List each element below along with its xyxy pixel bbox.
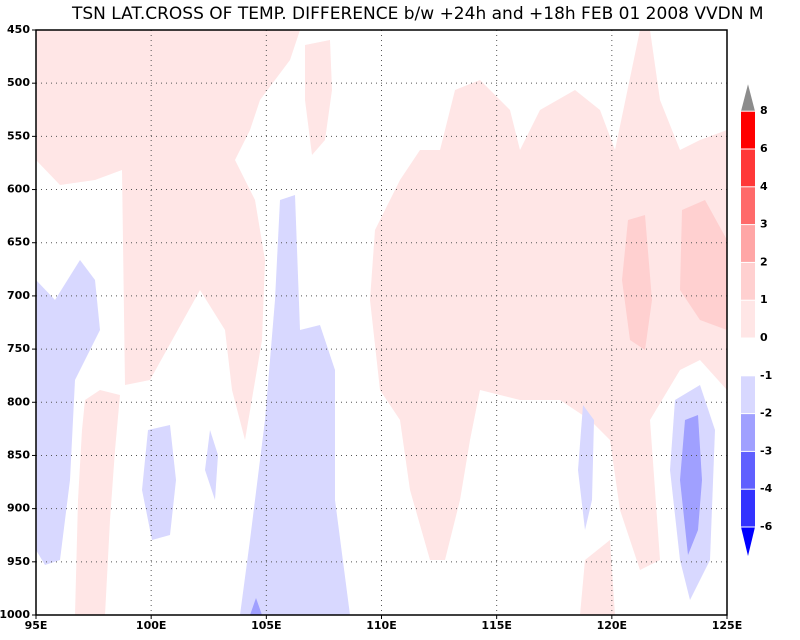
plot-frame — [35, 29, 728, 616]
shaded-region — [240, 195, 350, 615]
colorbar-segment — [741, 111, 755, 149]
colorbar-label: 8 — [760, 104, 768, 117]
shaded-region — [36, 30, 300, 440]
shaded-region — [142, 425, 176, 540]
y-tick-label: 450 — [7, 23, 30, 36]
y-tick-label: 900 — [7, 502, 30, 515]
colorbar-label: 2 — [760, 255, 768, 268]
shaded-region — [580, 540, 615, 615]
x-tick-label: 110E — [366, 619, 396, 632]
x-tick-label: 105E — [251, 619, 281, 632]
shaded-region — [36, 260, 100, 565]
shaded-region — [370, 30, 727, 570]
shaded-region — [305, 40, 332, 155]
colorbar-label: 6 — [760, 142, 768, 155]
colorbar-triangle — [741, 84, 755, 112]
chart-title: TSN LAT.CROSS OF TEMP. DIFFERENCE b/w +2… — [71, 4, 764, 24]
y-tick-label: 1000 — [0, 608, 30, 621]
colorbar-label: -3 — [760, 444, 772, 457]
y-tick-label: 750 — [7, 342, 30, 355]
y-tick-label: 650 — [7, 236, 30, 249]
y-tick-label: 500 — [7, 76, 30, 89]
colorbar-segment — [741, 149, 755, 187]
colorbar-segment — [741, 262, 755, 301]
colorbar-label: -6 — [760, 520, 773, 533]
x-tick-label: 100E — [136, 619, 166, 632]
colorbar-segment — [741, 300, 755, 338]
colorbar-label: -1 — [760, 369, 772, 382]
shaded-fields — [36, 30, 727, 615]
y-tick-label: 850 — [7, 448, 30, 461]
y-tick-label: 700 — [7, 289, 30, 302]
colorbar-label: 4 — [760, 180, 768, 193]
shaded-region — [250, 598, 262, 615]
colorbar-label: 1 — [760, 293, 768, 306]
y-tick-label: 800 — [7, 395, 30, 408]
shaded-region — [622, 215, 652, 350]
y-tick-label: 600 — [7, 183, 30, 196]
colorbar-segment — [741, 451, 755, 490]
x-tick-label: 95E — [25, 619, 48, 632]
colorbar-label: -2 — [760, 407, 772, 420]
colorbar-label: 0 — [760, 331, 768, 344]
x-tick-label: 115E — [481, 619, 511, 632]
x-tick-label: 120E — [597, 619, 627, 632]
shaded-region — [578, 405, 594, 530]
shaded-region — [75, 390, 120, 615]
colorbar-segment — [741, 224, 755, 263]
shaded-region — [205, 430, 218, 500]
colorbar-label: 3 — [760, 218, 768, 231]
colorbar-segment — [741, 489, 755, 527]
x-tick-label: 125E — [712, 619, 742, 632]
colorbar-segment — [741, 413, 755, 452]
shaded-region — [680, 200, 727, 330]
colorbar-segment — [741, 338, 755, 376]
y-tick-label: 950 — [7, 555, 30, 568]
colorbar-triangle — [741, 527, 755, 556]
y-tick-label: 550 — [7, 129, 30, 142]
colorbar-label: -4 — [760, 482, 773, 495]
shaded-region — [680, 415, 702, 555]
colorbar-segment — [741, 375, 755, 414]
colorbar-segment — [741, 186, 755, 225]
